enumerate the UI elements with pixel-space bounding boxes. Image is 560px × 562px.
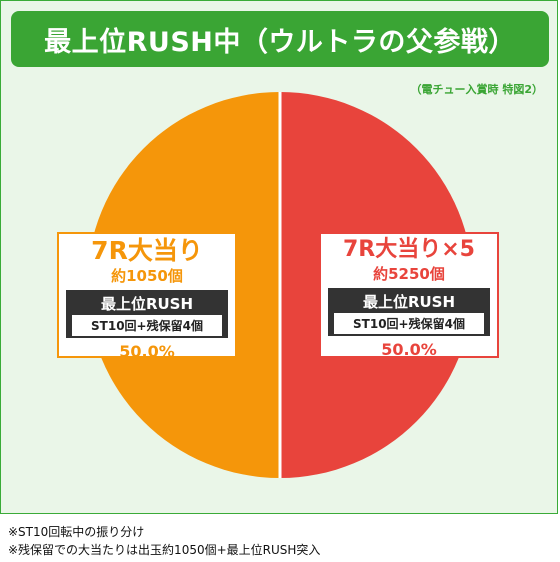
slice-label-percent: 50.0%	[381, 340, 437, 359]
footnote: ※残保留での大当たりは出玉約1050個+最上位RUSH突入	[8, 543, 321, 557]
slice-label-rush: 最上位RUSH ST10回+残保留4個	[66, 290, 228, 338]
chart-note: （電チュー入賞時 特図2）	[410, 83, 543, 96]
slice-label-percent: 50.0%	[119, 342, 175, 361]
slice-label-rush-detail: ST10回+残保留4個	[334, 313, 484, 334]
slice-label-title: 7R大当り×5	[343, 237, 475, 262]
slice-label-right: 7R大当り×5 約5250個 最上位RUSH ST10回+残保留4個 50.0%	[319, 232, 499, 359]
slice-label-amount: 約5250個	[373, 265, 445, 283]
slice-label-amount: 約1050個	[111, 267, 183, 285]
chart-title: 最上位RUSH中（ウルトラの父参戦）	[11, 11, 549, 67]
slice-label-rush-text: 最上位RUSH	[100, 295, 194, 313]
slice-label-left: 7R大当り 約1050個 最上位RUSH ST10回+残保留4個 50.0%	[57, 232, 237, 361]
slice-label-title: 7R大当り	[91, 236, 203, 265]
slice-label-rush-detail: ST10回+残保留4個	[72, 315, 222, 336]
slice-label-rush: 最上位RUSH ST10回+残保留4個	[328, 288, 490, 336]
footnote: ※ST10回転中の振り分け	[8, 525, 145, 539]
slice-label-rush-text: 最上位RUSH	[362, 293, 456, 311]
